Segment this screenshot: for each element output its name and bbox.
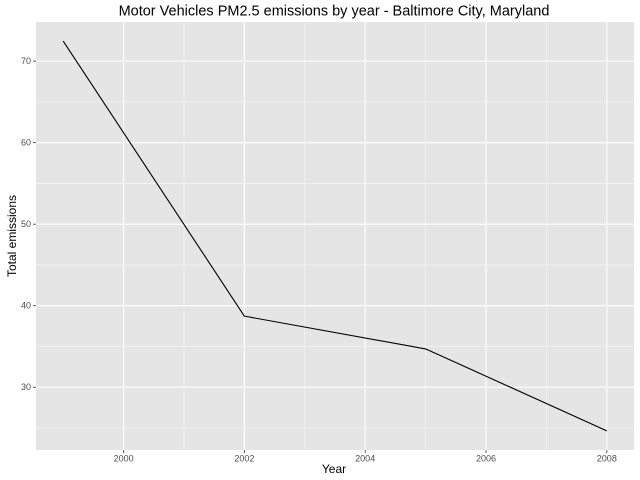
grid-minor-y [36,101,634,429]
x-tick-label: 2000 [114,454,134,464]
grid-major-y [36,60,634,388]
grid-major-x [123,22,608,450]
grid-minor-x [183,22,547,450]
x-axis: 2000 2002 2004 2006 2008 [114,450,617,464]
plot-panel [36,22,634,450]
y-tick-label: 70 [21,56,31,66]
x-tick-label: 2006 [476,454,496,464]
x-tick-label: 2002 [234,454,254,464]
x-tick-label: 2008 [597,454,617,464]
y-axis: 30 40 50 60 70 [21,56,36,392]
y-tick-label: 50 [21,219,31,229]
y-axis-title: Total emissions [5,195,19,277]
y-tick-label: 40 [21,301,31,311]
y-tick-label: 30 [21,382,31,392]
chart-title: Motor Vehicles PM2.5 emissions by year -… [119,4,550,20]
x-tick-label: 2004 [355,454,375,464]
x-axis-title: Year [322,462,346,476]
series-line [62,40,608,432]
series-layer [62,40,608,432]
y-tick-label: 60 [21,138,31,148]
